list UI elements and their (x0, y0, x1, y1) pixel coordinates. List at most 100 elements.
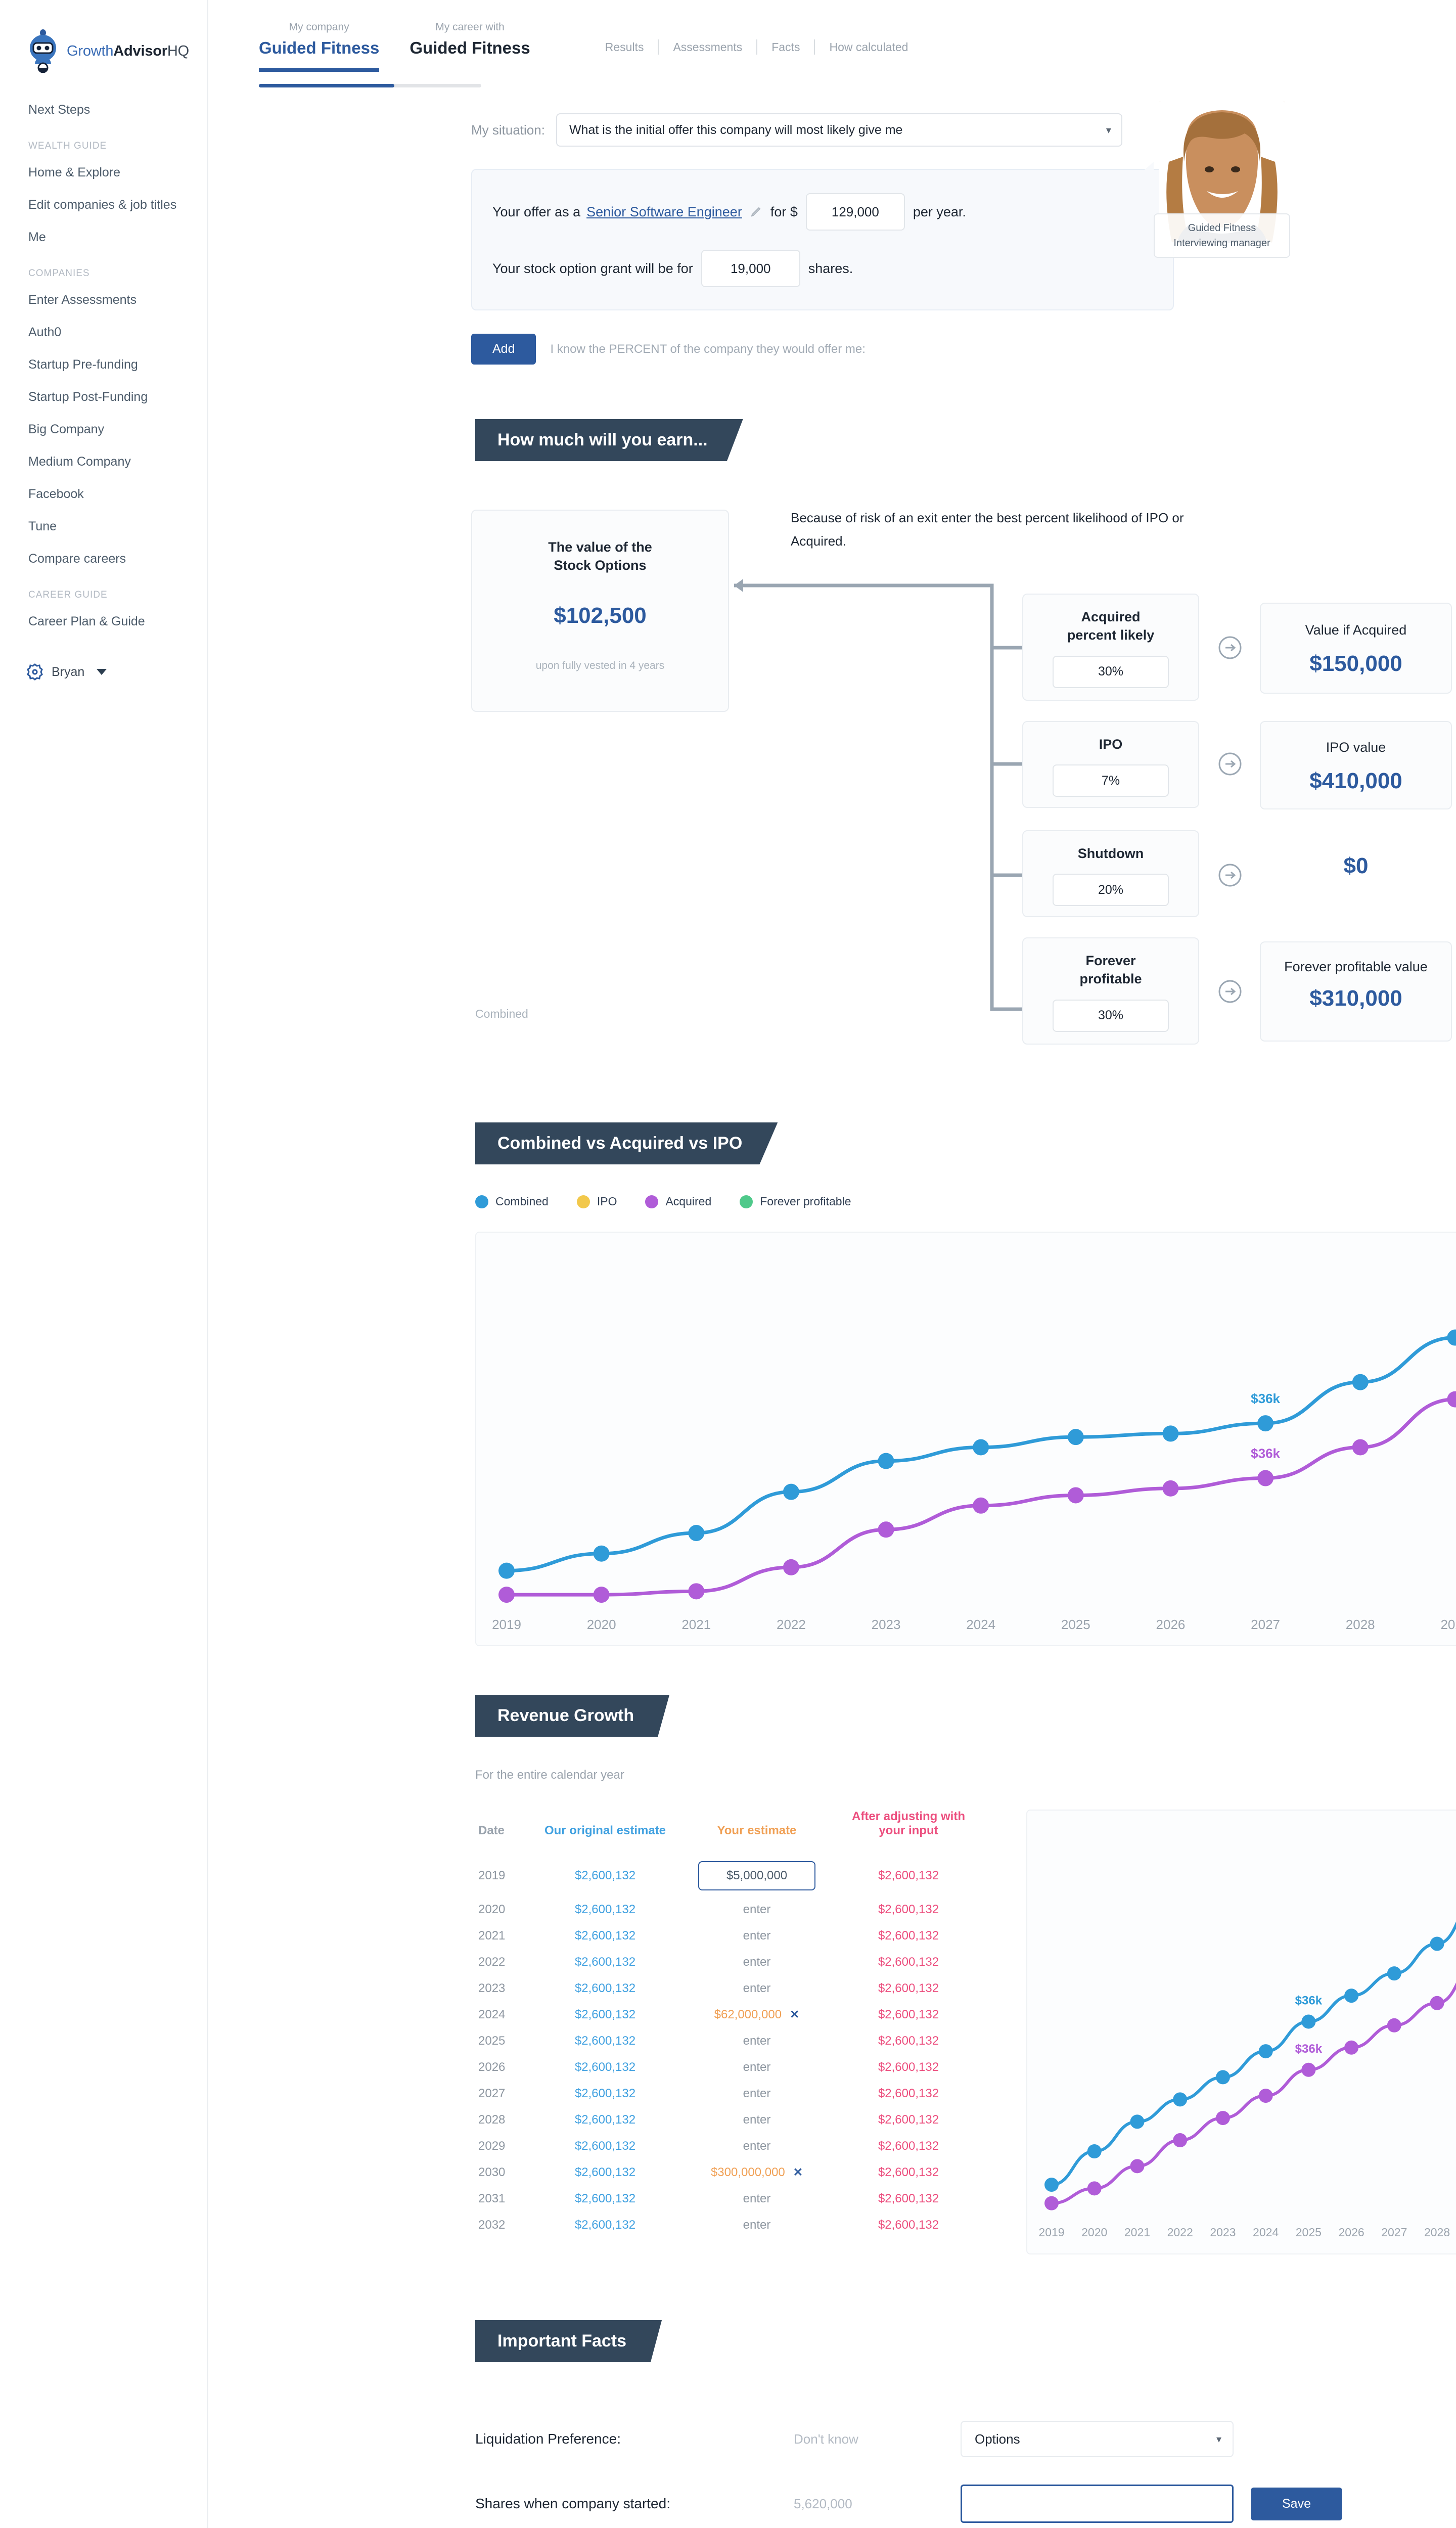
cell-date: 2026 (478, 2060, 506, 2074)
fact-label-shares: Shares when company started: (475, 2496, 670, 2511)
svg-text:2025: 2025 (1061, 1617, 1090, 1632)
pencil-icon[interactable] (749, 205, 762, 218)
comparison-section: Combined vs Acquired vs IPO Combined IPO… (208, 1122, 1456, 1646)
offer-line1-mid: for $ (770, 204, 798, 219)
svg-text:2029: 2029 (1440, 1617, 1456, 1632)
result-label-forever: Forever profitable value (1284, 959, 1428, 974)
table-row: 2031 $2,600,132 enter $2,600,132 (475, 2186, 996, 2212)
sidebar-item-medium-company[interactable]: Medium Company (28, 455, 131, 469)
revenue-banner: Revenue Growth (475, 1695, 670, 1737)
legend-item-forever-profitable[interactable]: Forever profitable (740, 1195, 851, 1208)
cell-adjusted: $2,600,132 (878, 1955, 939, 1969)
add-percent-row: Add I know the PERCENT of the company th… (471, 334, 1456, 365)
add-percent-hint: I know the PERCENT of the company they w… (550, 342, 866, 356)
sidebar-item-tune[interactable]: Tune (28, 519, 57, 533)
save-button[interactable]: Save (1251, 2487, 1342, 2520)
cell-your-estimate[interactable]: enter (743, 2034, 771, 2048)
legend-item-ipo[interactable]: IPO (576, 1195, 617, 1208)
divider (814, 39, 815, 55)
tab-my-career[interactable]: My career with Guided Fitness (410, 21, 530, 58)
situation-select[interactable]: What is the initial offer this company w… (556, 113, 1122, 147)
result-value-ipo: $410,000 (1309, 769, 1402, 794)
forever-profitable-percent-input[interactable]: 30% (1053, 999, 1169, 1032)
svg-text:2026: 2026 (1156, 1617, 1186, 1632)
svg-text:2021: 2021 (681, 1617, 711, 1632)
your-estimate-input[interactable]: $5,000,000 (698, 1861, 815, 1890)
sidebar-item-next-steps[interactable]: Next Steps (28, 103, 90, 117)
stock-options-card: The value of the Stock Options $102,500 … (471, 510, 729, 712)
cell-your-estimate[interactable]: enter (743, 1903, 771, 1916)
brand-logo[interactable]: GrowthAdvisorHQ (0, 22, 207, 73)
acquired-percent-input[interactable]: 30% (1053, 655, 1169, 688)
liquidation-preference-select[interactable]: Options ▾ (961, 2421, 1234, 2457)
sidebar-item-career-plan-guide[interactable]: Career Plan & Guide (28, 614, 145, 628)
header-link-results[interactable]: Results (605, 40, 644, 54)
table-row: 2020 $2,600,132 enter $2,600,132 (475, 1897, 996, 1923)
x-clear-icon[interactable]: ✕ (793, 2165, 803, 2179)
legend-item-combined[interactable]: Combined (475, 1195, 549, 1208)
sidebar-item-startup-pre-funding[interactable]: Startup Pre-funding (28, 357, 138, 372)
header-link-assessments[interactable]: Assessments (673, 40, 743, 54)
sidebar-item-startup-post-funding[interactable]: Startup Post-Funding (28, 390, 148, 404)
revenue-table-body: 2019 $2,600,132 $5,000,000 $2,600,132 2020 $2… (475, 1855, 996, 2238)
sidebar-item-home-explore[interactable]: Home & Explore (28, 165, 121, 179)
cell-your-estimate[interactable]: enter (743, 1981, 771, 1995)
sidebar-item-edit-companies[interactable]: Edit companies & job titles (28, 198, 177, 212)
legend-dot-ipo (576, 1195, 590, 1208)
shutdown-percent-input[interactable]: 20% (1053, 874, 1169, 907)
earn-section: How much will you earn... Because of ris… (208, 419, 1456, 1115)
legend-item-acquired[interactable]: Acquired (645, 1195, 711, 1208)
tab-title-my-career: Guided Fitness (410, 38, 530, 57)
table-row: 2021 $2,600,132 enter $2,600,132 (475, 1923, 996, 1949)
user-name: Bryan (52, 664, 85, 679)
shares-started-input[interactable] (961, 2485, 1234, 2523)
cell-your-estimate[interactable]: enter (743, 1929, 771, 1943)
table-row: 2026 $2,600,132 enter $2,600,132 (475, 2054, 996, 2081)
svg-text:2024: 2024 (966, 1617, 995, 1632)
job-title-link[interactable]: Senior Software Engineer (586, 204, 742, 219)
sidebar-item-auth0[interactable]: Auth0 (28, 325, 62, 339)
shares-input[interactable]: 19,000 (701, 250, 800, 287)
risk-note: Because of risk of an exit enter the bes… (791, 510, 1184, 549)
cell-your-estimate[interactable]: enter (743, 2087, 771, 2100)
offer-line-shares: Your stock option grant will be for 19,0… (492, 250, 1153, 287)
stock-options-title: The value of the Stock Options (487, 538, 713, 575)
ipo-percent-input[interactable]: 7% (1053, 764, 1169, 797)
cell-date: 2024 (478, 2008, 506, 2021)
cell-your-estimate[interactable]: enter (743, 2139, 771, 2153)
table-row: 2029 $2,600,132 enter $2,600,132 (475, 2133, 996, 2159)
cell-your-estimate[interactable]: $5,000,000 (693, 1855, 844, 1897)
svg-text:$36k: $36k (1251, 1446, 1280, 1461)
sidebar-section-companies: COMPANIES (28, 268, 90, 279)
add-button[interactable]: Add (471, 334, 536, 365)
svg-text:$36k: $36k (1251, 1391, 1280, 1406)
user-menu[interactable]: Bryan (0, 662, 207, 682)
cell-adjusted: $2,600,132 (878, 2008, 939, 2021)
sidebar-item-facebook[interactable]: Facebook (28, 487, 84, 501)
header-link-facts[interactable]: Facts (771, 40, 800, 54)
cell-your-estimate[interactable]: enter (743, 2113, 771, 2127)
svg-text:2021: 2021 (1124, 2226, 1150, 2239)
legend-label-acquired: Acquired (665, 1195, 712, 1208)
x-clear-icon[interactable]: ✕ (790, 2008, 800, 2021)
sidebar-item-enter-assessments[interactable]: Enter Assessments (28, 293, 136, 307)
cell-your-estimate[interactable]: $62,000,000 ✕ (714, 2008, 800, 2021)
header-link-how-calculated[interactable]: How calculated (829, 40, 908, 54)
salary-input[interactable]: 129,000 (805, 193, 905, 231)
cell-your-estimate[interactable]: enter (743, 1955, 771, 1969)
cell-your-estimate[interactable]: enter (743, 2060, 771, 2074)
svg-text:2019: 2019 (492, 1617, 521, 1632)
sidebar-item-compare-careers[interactable]: Compare careers (28, 552, 126, 566)
manager-caption: Guided Fitness Interviewing manager (1154, 213, 1290, 258)
sidebar-item-me[interactable]: Me (28, 230, 46, 244)
cell-your-estimate[interactable]: enter (743, 2192, 771, 2205)
fact-known-liquidation: Don't know (794, 2431, 858, 2447)
sidebar-item-big-company[interactable]: Big Company (28, 422, 105, 436)
earn-banner: How much will you earn... (475, 419, 743, 461)
cell-adjusted: $2,600,132 (878, 1929, 939, 1943)
legend-dot-combined (475, 1195, 488, 1208)
tab-my-company[interactable]: My company Guided Fitness (259, 21, 380, 72)
cell-your-estimate[interactable]: enter (743, 2218, 771, 2232)
cell-your-estimate[interactable]: $300,000,000 ✕ (710, 2165, 803, 2179)
scenario-name-shutdown: Shutdown (1077, 846, 1144, 861)
